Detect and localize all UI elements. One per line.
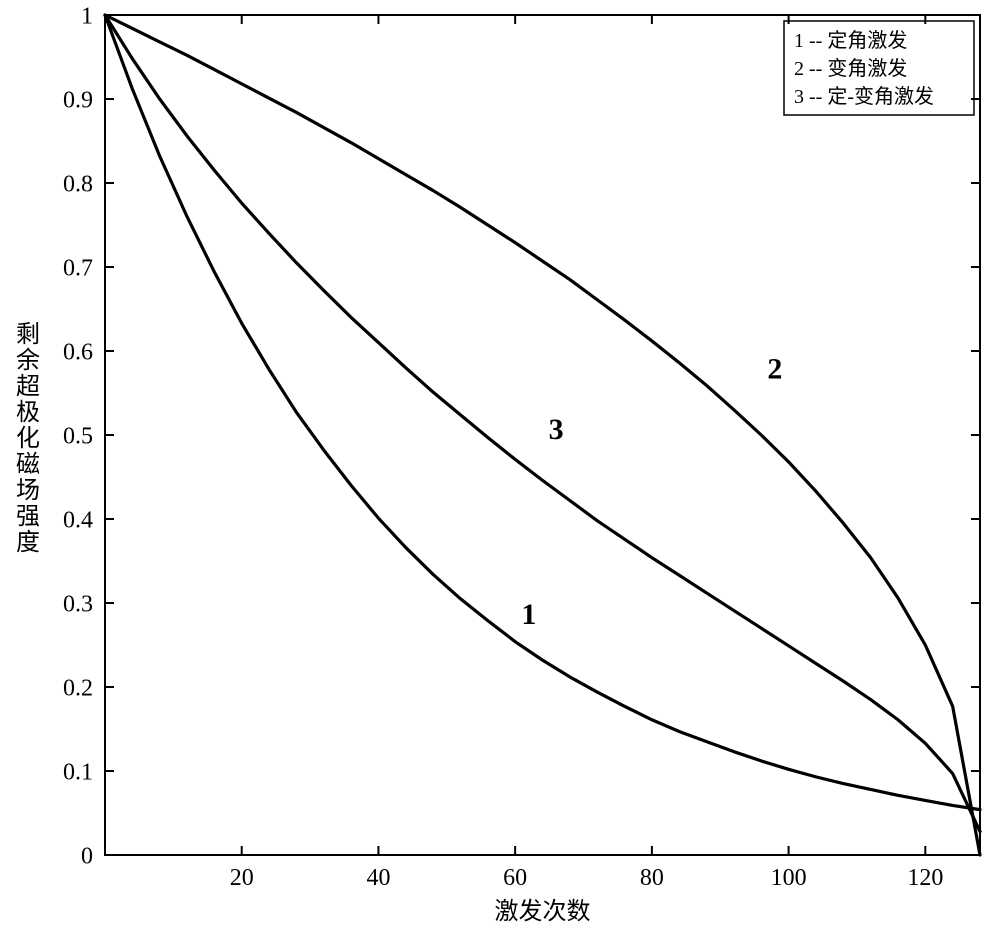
svg-text:极: 极 xyxy=(16,399,40,426)
curve-annotation-2: 2 xyxy=(767,353,782,386)
y-tick-label: 0.6 xyxy=(63,339,93,365)
svg-text:超: 超 xyxy=(16,373,40,400)
x-tick-label: 80 xyxy=(640,865,664,891)
curve-annotation-1: 1 xyxy=(521,598,536,631)
y-tick-label: 0.5 xyxy=(63,423,93,449)
x-tick-label: 60 xyxy=(503,865,527,891)
x-axis-label: 激发次数 xyxy=(495,898,591,925)
legend-item-3: 3 -- 定-变角激发 xyxy=(794,85,934,108)
y-tick-label: 0.8 xyxy=(63,171,93,197)
line-chart: 20 40 60 80 100 120 0 0.1 0.2 0.3 0.4 0.5 0.6 0.7 0.8 0… xyxy=(0,0,1000,941)
y-tick-label: 0 xyxy=(81,843,93,869)
y-axis-label: 剩余超极化磁场强度 xyxy=(16,321,40,556)
x-tick-label: 20 xyxy=(230,865,254,891)
y-tick-label: 0.1 xyxy=(63,759,93,785)
legend-item-2: 2 -- 变角激发 xyxy=(794,57,907,80)
y-tick-label: 0.4 xyxy=(63,507,93,533)
y-tick-label: 0.7 xyxy=(63,255,93,281)
svg-text:度: 度 xyxy=(16,529,40,556)
y-tick-label: 0.2 xyxy=(63,675,93,701)
y-tick-label: 1 xyxy=(81,3,93,29)
legend-item-1: 1 -- 定角激发 xyxy=(794,29,907,52)
svg-text:剩: 剩 xyxy=(16,321,40,348)
x-tick-label: 120 xyxy=(907,865,943,891)
svg-text:强: 强 xyxy=(16,504,40,530)
x-tick-label: 100 xyxy=(771,865,807,891)
svg-text:磁: 磁 xyxy=(16,451,40,478)
curve-annotation-3: 3 xyxy=(549,413,564,446)
y-tick-label: 0.9 xyxy=(63,87,93,113)
y-tick-label: 0.3 xyxy=(63,591,93,617)
svg-text:场: 场 xyxy=(16,478,40,504)
x-tick-label: 40 xyxy=(366,865,390,891)
chart-background xyxy=(0,0,1000,941)
svg-text:化: 化 xyxy=(16,425,40,452)
chart-container: 20 40 60 80 100 120 0 0.1 0.2 0.3 0.4 0.5 0.6 0.7 0.8 0… xyxy=(0,0,1000,941)
svg-text:余: 余 xyxy=(16,347,40,374)
